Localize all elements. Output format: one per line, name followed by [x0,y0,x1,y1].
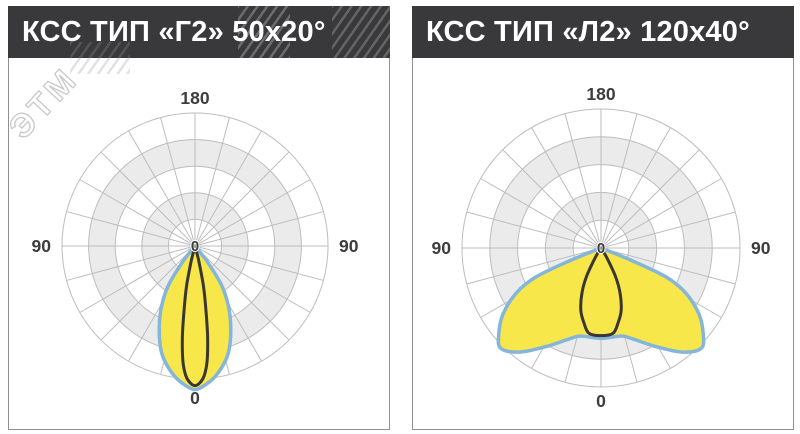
panel-title-l2: КСС ТИП «Л2» 120x40° [426,16,750,48]
labels-layer: 180 90 90 0 0 [432,84,771,411]
polar-chart-svg-l2: 180 90 90 0 0 [432,84,771,411]
panel-header-l2: КСС ТИП «Л2» 120x40° [412,6,794,58]
angle-label-90-left: 90 [32,236,52,256]
angle-label-0: 0 [190,388,200,408]
angle-label-180: 180 [586,84,615,104]
angle-label-90-left: 90 [432,238,452,258]
polar-chart-svg-g2: 180 90 90 0 0 [32,88,359,408]
angle-label-180: 180 [180,88,209,108]
grid-and-curves-layer [61,112,329,392]
angle-label-90-right: 90 [339,236,359,256]
polar-chart-l2: 180 90 90 0 0 [413,58,793,429]
grid-and-curves-layer [461,108,741,388]
panel-title-g2: КСС ТИП «Г2» 50x20° [22,16,326,48]
labels-layer: 180 90 90 0 0 [32,88,359,408]
polar-chart-g2: 180 90 90 0 0 [9,58,389,429]
panel-kcc-l2: КСС ТИП «Л2» 120x40° 180 90 90 0 0 [412,6,794,430]
angle-label-0: 0 [596,391,606,411]
narrow-plane-lobe-20deg [180,244,210,388]
narrow-plane-lobe-40deg [579,246,623,338]
panel-header-g2: КСС ТИП «Г2» 50x20° [8,6,390,58]
center-origin-label: 0 [191,238,199,255]
wide-plane-lobe-120deg [496,246,706,354]
wide-plane-lobe-50deg [157,244,233,392]
angle-label-90-right: 90 [751,238,771,258]
center-origin-label: 0 [597,240,605,257]
panel-kcc-g2: КСС ТИП «Г2» 50x20° 180 90 90 0 0 [8,6,390,430]
